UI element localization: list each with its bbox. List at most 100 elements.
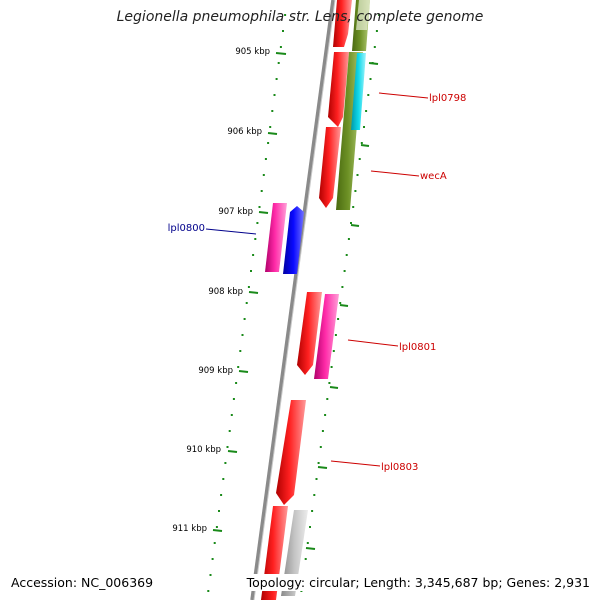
- scale-dot: [330, 366, 333, 368]
- scale-dot: [218, 510, 220, 512]
- scale-dot: [354, 190, 357, 192]
- cds-olive-top-light: [356, 0, 370, 30]
- scale-dot: [228, 430, 231, 432]
- scale-dot: [222, 478, 225, 480]
- tick-mark: [368, 62, 379, 65]
- scale-dot: [311, 510, 314, 512]
- scale-dot: [358, 158, 361, 160]
- scale-dot: [269, 126, 272, 128]
- scale-dot: [367, 94, 370, 96]
- cds-cyan-lpl0798: [351, 53, 366, 130]
- scale-dot: [347, 238, 350, 240]
- tick-mark: [305, 547, 316, 550]
- scale-dot: [339, 302, 342, 304]
- cds-red-2: [328, 52, 349, 127]
- scale-dot: [375, 30, 378, 32]
- tick-label-906: 906 kbp: [227, 127, 262, 137]
- leader-line-lpl0798: [378, 92, 429, 99]
- tick-mark: [350, 224, 360, 227]
- scale-dot: [243, 318, 246, 320]
- cds-magenta-lpl0801: [314, 294, 339, 379]
- scale-dot: [304, 558, 307, 560]
- tick-mark: [267, 132, 278, 135]
- scale-dot: [262, 174, 265, 176]
- gene-label-lpl0803[interactable]: lpl0803: [381, 462, 418, 473]
- cds-red-lpl0801: [297, 292, 322, 375]
- scale-dot: [267, 142, 270, 144]
- tick-label-905: 905 kbp: [235, 47, 270, 57]
- scale-ticks: 905 kbp 906 kbp 907 kbp 908 kbp 909 kbp …: [172, 47, 379, 550]
- tick-label-907: 907 kbp: [218, 207, 253, 217]
- scale-dot: [356, 174, 359, 176]
- scale-dot: [258, 206, 261, 208]
- scale-dot: [209, 574, 212, 576]
- scale-dot: [378, 14, 381, 16]
- scale-dot: [326, 398, 329, 400]
- leader-line-wecA: [370, 170, 420, 177]
- scale-dot: [273, 94, 276, 96]
- cds-red-top: [333, 0, 352, 47]
- gene-label-lpl0800[interactable]: lpl0800: [168, 223, 205, 234]
- tick-mark: [238, 370, 249, 373]
- scale-dot: [324, 414, 327, 416]
- tick-mark: [317, 466, 328, 469]
- scale-dot: [350, 222, 352, 224]
- scale-dot: [365, 110, 368, 112]
- scale-dot: [313, 494, 316, 496]
- gene-label-lpl0798[interactable]: lpl0798: [429, 93, 466, 104]
- scale-dot: [334, 334, 337, 336]
- scale-dot: [300, 590, 303, 592]
- leader-line-lpl0801: [347, 339, 399, 347]
- tick-mark: [248, 291, 259, 294]
- scale-dot: [343, 270, 346, 272]
- leader-line-lpl0803: [330, 460, 381, 467]
- scale-dot: [247, 286, 250, 288]
- scale-dot: [306, 542, 309, 544]
- scale-dot: [321, 430, 324, 432]
- scale-dot: [315, 478, 318, 480]
- gene-label-lpl0801[interactable]: lpl0801: [399, 342, 436, 353]
- scale-dot: [317, 462, 320, 464]
- topology-label: Topology: circular; Length: 3,345,687 bp…: [244, 574, 592, 591]
- map-title: Legionella pneumophila str. Lens, comple…: [116, 9, 484, 25]
- scale-dot: [215, 526, 218, 528]
- tick-mark: [212, 529, 223, 532]
- scale-dot: [245, 302, 248, 304]
- scale-dot: [332, 350, 335, 352]
- scale-dot: [250, 270, 252, 272]
- tick-label-910: 910 kbp: [186, 445, 221, 455]
- tick-mark: [258, 211, 269, 214]
- scale-dot: [319, 446, 322, 448]
- scale-dot: [373, 46, 376, 48]
- scale-dot: [260, 190, 263, 192]
- scale-dot: [264, 158, 267, 160]
- genome-backbone-highlight: [253, 0, 336, 601]
- scale-dot: [337, 318, 340, 320]
- cds-red-lpl0803: [276, 400, 306, 505]
- scale-dot: [252, 254, 255, 256]
- scale-dot: [207, 590, 210, 592]
- tick-mark: [360, 144, 370, 147]
- gene-labels: lpl0798 wecA lpl0800 lpl0801 lpl0803: [168, 92, 466, 473]
- scale-dot: [277, 62, 280, 64]
- scale-dot: [360, 142, 363, 144]
- leader-line-lpl0800: [205, 228, 257, 235]
- scale-dot: [345, 254, 348, 256]
- scale-dot: [226, 446, 229, 448]
- scale-dot: [363, 126, 365, 128]
- scale-dot: [235, 382, 238, 384]
- tick-label-908: 908 kbp: [208, 287, 243, 297]
- scale-dot: [341, 286, 344, 288]
- tick-label-909: 909 kbp: [198, 366, 233, 376]
- scale-dot: [328, 382, 331, 384]
- tick-mark: [339, 304, 349, 307]
- scale-dot: [241, 334, 244, 336]
- scale-dot: [284, 14, 287, 16]
- tick-label-911: 911 kbp: [172, 524, 207, 534]
- scale-track-right: [300, 14, 381, 592]
- gene-label-wecA[interactable]: wecA: [420, 171, 447, 182]
- scale-track-left: [207, 14, 287, 592]
- scale-dot: [237, 366, 240, 368]
